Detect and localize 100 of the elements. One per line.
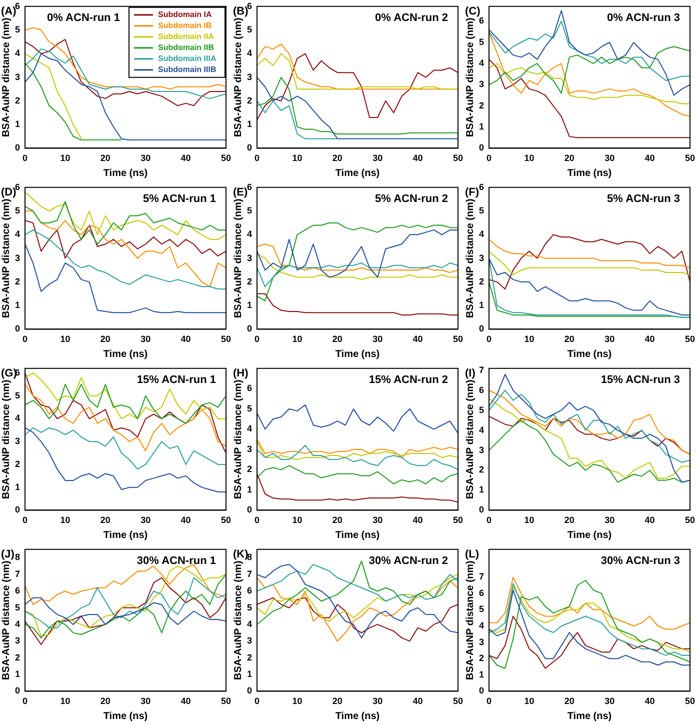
y-tick-label: 5 — [14, 602, 20, 612]
y-tick-label: 3 — [246, 636, 252, 646]
text: 30% ACN-run 2 — [368, 554, 448, 567]
x-tick-label: 10 — [60, 153, 70, 164]
y-tick-label: 1 — [14, 119, 20, 130]
x-tick-label: 30 — [372, 334, 383, 344]
y-tick-label: 4 — [14, 618, 20, 629]
x-tick-label: 40 — [644, 696, 655, 706]
x-tick-label: 50 — [684, 696, 695, 706]
y-tick-label: 3 — [478, 252, 484, 263]
y-tick-label: 2 — [14, 652, 20, 662]
y-axis-title: BSA-AuNP distance (nm) — [464, 18, 476, 137]
y-tick-label: 6 — [14, 0, 20, 11]
y-axis-title: BSA-AuNP distance (nm) — [232, 198, 244, 318]
y-tick-label: 1 — [478, 300, 484, 310]
text: 15% ACN-run 3 — [600, 374, 680, 386]
y-tick-label: 0 — [478, 686, 484, 696]
y-axis-title: BSA-AuNP distance (nm) — [0, 18, 12, 137]
y-tick-label: 3 — [14, 252, 20, 263]
y-tick-label: 4 — [246, 229, 252, 240]
y-tick-label: 4 — [478, 424, 484, 435]
y-tick-label: 0 — [246, 142, 252, 153]
text: 30% ACN-run 1 — [136, 554, 216, 567]
x-tick-label: 20 — [100, 696, 110, 706]
x-tick-label: 0 — [254, 515, 260, 526]
x-tick-label: 40 — [412, 153, 423, 164]
y-tick-label: 1 — [14, 669, 20, 679]
x-tick-label: 0 — [22, 696, 28, 706]
x-axis-title: Time (ns) — [335, 348, 380, 360]
x-tick-label: 20 — [332, 696, 342, 706]
x-axis-title: Time (ns) — [567, 530, 612, 541]
y-tick-label: 2 — [246, 276, 252, 286]
x-tick-label: 0 — [486, 334, 492, 344]
x-tick-label: 20 — [100, 334, 110, 344]
text: (I) — [465, 368, 476, 380]
y-axis-title: BSA-AuNP distance (nm) — [232, 560, 244, 680]
y-tick-label: 0 — [478, 504, 484, 515]
y-tick-label: 1 — [478, 484, 484, 495]
y-tick-label: 1 — [478, 669, 484, 680]
x-tick-label: 50 — [452, 696, 463, 706]
x-tick-label: 20 — [100, 515, 110, 526]
y-tick-label: 3 — [14, 436, 20, 446]
x-tick-label: 40 — [180, 334, 191, 344]
x-tick-label: 0 — [254, 334, 260, 344]
y-tick-label: 3 — [246, 72, 252, 82]
x-tick-label: 50 — [684, 334, 695, 344]
y-tick-label: 5 — [14, 206, 20, 216]
y-tick-label: 8 — [14, 552, 20, 562]
x-tick-label: 50 — [220, 696, 231, 706]
y-tick-label: 5 — [478, 206, 484, 216]
x-tick-label: 0 — [486, 696, 492, 706]
x-tick-label: 0 — [254, 153, 260, 164]
x-tick-label: 10 — [60, 334, 70, 344]
y-axis-title: BSA-AuNP distance (nm) — [464, 198, 476, 318]
x-tick-label: 50 — [452, 515, 463, 526]
y-tick-label: 0 — [478, 324, 484, 334]
x-tick-label: 20 — [100, 153, 110, 164]
y-tick-label: 2 — [478, 464, 484, 475]
y-axis-title: BSA-AuNP distance (nm) — [0, 198, 12, 318]
x-tick-label: 10 — [292, 334, 302, 344]
x-tick-label: 20 — [332, 153, 342, 164]
x-tick-label: 40 — [180, 515, 191, 526]
x-tick-label: 30 — [604, 334, 615, 344]
y-axis-title: BSA-AuNP distance (nm) — [464, 560, 476, 680]
x-tick-label: 30 — [372, 696, 383, 706]
y-tick-label: 3 — [246, 444, 252, 454]
y-tick-label: 4 — [14, 48, 20, 58]
y-tick-label: 0 — [14, 324, 20, 334]
y-tick-label: 1 — [246, 300, 252, 310]
y-tick-label: 6 — [478, 384, 484, 395]
y-tick-label: 5 — [478, 404, 484, 415]
y-tick-label: 3 — [246, 252, 252, 263]
legend-label: Subdomain IIB — [158, 43, 214, 52]
x-axis-title: Time (ns) — [103, 530, 148, 541]
x-axis-title: Time (ns) — [103, 348, 148, 360]
y-tick-label: 6 — [14, 586, 20, 596]
y-tick-label: 0 — [14, 504, 20, 515]
y-tick-label: 0 — [246, 324, 252, 334]
y-tick-label: 5 — [14, 24, 20, 35]
y-axis-title: BSA-AuNP distance (nm) — [232, 18, 244, 137]
y-tick-label: 5 — [246, 602, 252, 612]
y-tick-label: 2 — [246, 95, 252, 106]
y-tick-label: 4 — [478, 620, 484, 630]
text: (J) — [1, 548, 15, 561]
x-tick-label: 30 — [140, 153, 151, 164]
y-tick-label: 7 — [246, 568, 252, 579]
x-tick-label: 10 — [524, 334, 534, 344]
y-tick-label: 6 — [478, 16, 484, 26]
y-tick-label: 2 — [478, 276, 484, 286]
text: 0% ACN-run 1 — [47, 12, 120, 24]
y-tick-label: 5 — [246, 206, 252, 216]
y-tick-label: 1 — [14, 300, 20, 310]
x-axis-title: Time (ns) — [567, 168, 612, 179]
y-tick-label: 6 — [478, 588, 484, 598]
x-tick-label: 30 — [140, 696, 151, 706]
x-axis-title: Time (ns) — [567, 348, 612, 360]
x-tick-label: 20 — [332, 515, 342, 526]
y-tick-label: 1 — [246, 119, 252, 130]
y-tick-label: 5 — [14, 390, 20, 400]
x-tick-label: 50 — [684, 153, 695, 164]
